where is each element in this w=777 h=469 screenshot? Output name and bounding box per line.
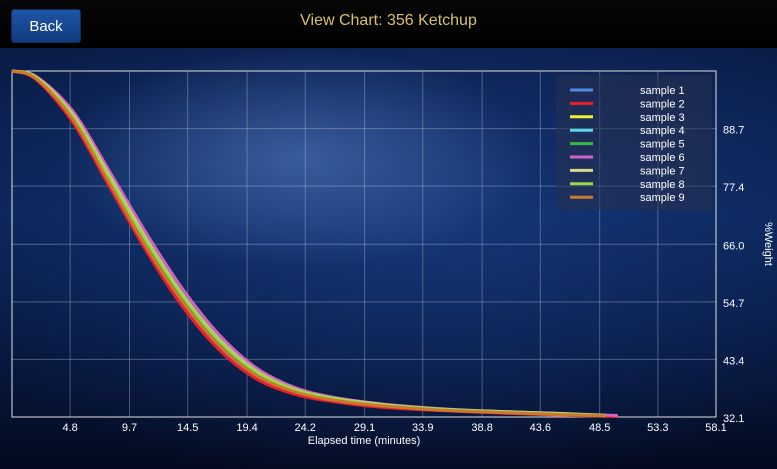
x-tick-label: 9.7 [122, 422, 137, 434]
x-axis-label: Elapsed time (minutes) [308, 435, 421, 447]
x-tick-label: 14.5 [177, 422, 198, 434]
series-line-8 [11, 69, 606, 417]
legend-label: sample 9 [640, 192, 685, 204]
legend-label: sample 5 [640, 139, 685, 151]
y-tick-label: 43.4 [723, 355, 744, 367]
series-line-6 [11, 69, 618, 417]
legend-label: sample 7 [640, 165, 685, 177]
legend-label: sample 1 [640, 85, 685, 97]
series-line-9 [11, 69, 606, 418]
page-title: View Chart: 356 Ketchup [300, 12, 477, 29]
series-line-3 [11, 69, 606, 417]
y-tick-label: 66.0 [723, 240, 744, 252]
legend-label: sample 2 [640, 98, 685, 110]
y-axis-ticks: 32.1 43.4 54.7 66.0 77.4 88.7 [723, 125, 744, 425]
title-bar: Back View Chart: 356 Ketchup [0, 0, 777, 48]
series-line-1 [11, 69, 606, 418]
x-axis-ticks: 4.8 9.7 14.5 19.4 24.2 29.1 33.9 38.8 43.6 48.5 53… [63, 422, 727, 434]
series-layer [11, 69, 618, 418]
back-button[interactable]: Back [11, 9, 81, 43]
series-line-2 [11, 69, 618, 418]
x-tick-label: 43.6 [530, 422, 551, 434]
y-tick-label: 54.7 [723, 298, 744, 310]
legend-label: sample 8 [640, 179, 685, 191]
series-line-7 [11, 69, 606, 417]
x-tick-label: 58.1 [705, 422, 726, 434]
y-tick-label: 32.1 [723, 413, 744, 425]
y-axis-label: %Weight [762, 222, 774, 266]
y-tick-label: 77.4 [723, 182, 744, 194]
x-tick-label: 53.3 [647, 422, 668, 434]
x-tick-label: 33.9 [412, 422, 433, 434]
x-tick-label: 24.2 [295, 422, 316, 434]
series-line-5 [11, 69, 606, 417]
x-tick-label: 19.4 [236, 422, 257, 434]
legend-label: sample 6 [640, 152, 685, 164]
series-line-4 [11, 69, 606, 417]
plot-frame [11, 70, 717, 418]
legend-label: sample 4 [640, 125, 685, 137]
x-tick-label: 29.1 [354, 422, 375, 434]
x-tick-label: 38.8 [471, 422, 492, 434]
x-tick-label: 48.5 [589, 422, 610, 434]
x-tick-label: 4.8 [63, 422, 78, 434]
legend-label: sample 3 [640, 112, 685, 124]
y-tick-label: 88.7 [723, 125, 744, 137]
